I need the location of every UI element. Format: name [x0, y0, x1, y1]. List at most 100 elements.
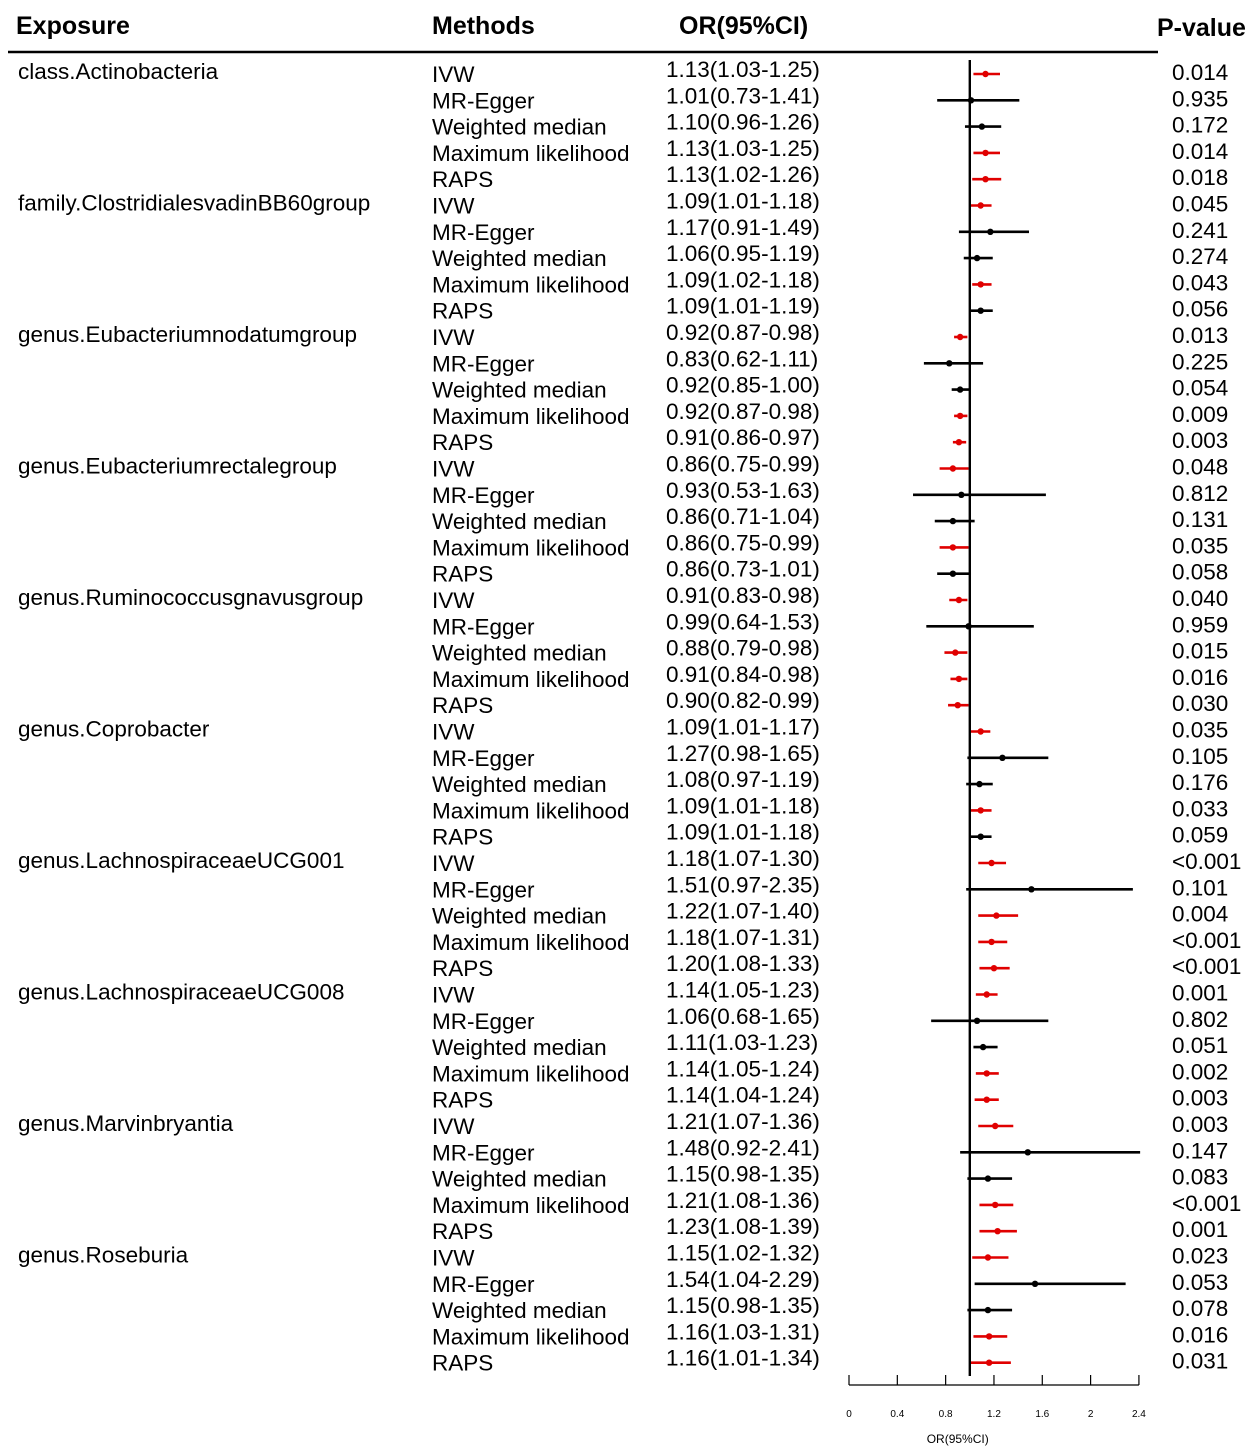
p-value-label: 0.003: [1172, 1086, 1228, 1111]
x-tick-label: 0.4: [890, 1409, 904, 1420]
p-value-label: 0.059: [1172, 823, 1228, 848]
p-value-label: 0.016: [1172, 665, 1228, 690]
p-value-label: 0.009: [1172, 402, 1228, 427]
or-ci-label: 1.06(0.95-1.19): [666, 241, 820, 266]
point-estimate: [973, 1017, 981, 1024]
point-estimate: [979, 1043, 987, 1051]
point-estimate: [984, 1254, 992, 1261]
or-ci-label: 0.86(0.75-0.99): [666, 452, 820, 477]
point-estimate: [991, 1201, 999, 1209]
method-label: MR-Egger: [432, 351, 535, 376]
p-value-label: 0.131: [1172, 507, 1228, 532]
point-estimate: [985, 1359, 993, 1366]
p-value-label: 0.147: [1172, 1138, 1228, 1163]
x-tick-label: 1.2: [987, 1409, 1001, 1420]
p-value-label: 0.031: [1172, 1349, 1228, 1374]
point-estimate: [983, 1070, 990, 1077]
method-label: Maximum likelihood: [432, 1193, 630, 1218]
exposure-label: genus.LachnospiraceaeUCG001: [18, 848, 344, 873]
point-estimate: [955, 675, 963, 683]
method-label: MR-Egger: [432, 88, 535, 113]
p-value-label: 0.003: [1172, 428, 1228, 453]
p-value-label: 0.959: [1172, 612, 1228, 637]
point-estimate: [956, 333, 964, 341]
x-tick-label: 0.8: [939, 1409, 953, 1420]
method-label: IVW: [432, 851, 475, 876]
p-value-label: 0.035: [1172, 718, 1228, 743]
point-estimate: [1028, 886, 1035, 893]
p-value-label: 0.030: [1172, 691, 1228, 716]
method-label: Weighted median: [432, 641, 607, 666]
method-label: IVW: [432, 720, 475, 745]
method-label: RAPS: [432, 299, 493, 324]
method-label: RAPS: [432, 430, 493, 455]
method-label: RAPS: [432, 956, 493, 981]
method-label: RAPS: [432, 562, 493, 587]
method-label: Weighted median: [432, 1035, 607, 1060]
method-label: IVW: [432, 1246, 475, 1271]
point-estimate: [977, 202, 984, 209]
exposure-label: genus.Roseburia: [18, 1243, 189, 1268]
method-label: Weighted median: [432, 246, 607, 271]
point-estimate: [1024, 1149, 1031, 1156]
or-ci-label: 1.09(1.01-1.19): [666, 294, 820, 319]
or-ci-label: 0.99(0.64-1.53): [666, 609, 820, 634]
header-methods: Methods: [432, 12, 535, 40]
p-value-label: 0.051: [1172, 1033, 1228, 1058]
point-estimate: [977, 833, 984, 840]
p-value-label: 0.241: [1172, 218, 1228, 243]
point-estimate: [956, 386, 964, 393]
method-label: MR-Egger: [432, 220, 535, 245]
or-ci-label: 1.21(1.07-1.36): [666, 1109, 820, 1134]
p-value-label: <0.001: [1172, 928, 1241, 953]
point-estimate: [985, 1333, 993, 1340]
or-ci-label: 0.91(0.83-0.98): [666, 583, 820, 608]
p-value-label: 0.015: [1172, 639, 1228, 664]
point-estimate: [991, 1122, 999, 1130]
or-ci-label: 1.22(1.07-1.40): [666, 899, 820, 924]
or-ci-label: 0.91(0.84-0.98): [666, 662, 820, 687]
point-estimate: [990, 965, 998, 972]
point-estimate: [983, 991, 990, 998]
or-ci-label: 0.86(0.73-1.01): [666, 557, 820, 582]
header-pvalue: P-value: [1157, 14, 1246, 42]
p-value-label: <0.001: [1172, 954, 1241, 979]
p-value-label: 0.013: [1172, 323, 1228, 348]
x-axis: 0 0.4 0.8 1.2 1.6 2 2.4 OR(95%CI): [846, 1375, 1146, 1446]
method-label: RAPS: [432, 1219, 493, 1244]
or-ci-label: 1.51(0.97-2.35): [666, 872, 820, 897]
method-label: IVW: [432, 588, 475, 613]
or-ci-label: 0.93(0.53-1.63): [666, 478, 820, 503]
or-ci-label: 1.09(1.02-1.18): [666, 267, 820, 292]
method-label: Maximum likelihood: [432, 141, 630, 166]
p-value-label: 0.023: [1172, 1244, 1228, 1269]
p-value-label: 0.016: [1172, 1322, 1228, 1347]
point-estimate: [958, 491, 965, 498]
or-ci-label: 1.13(1.03-1.25): [666, 57, 820, 82]
point-estimate: [984, 1306, 992, 1314]
point-estimate: [946, 360, 953, 367]
method-label: Maximum likelihood: [432, 1324, 630, 1349]
point-estimate: [949, 517, 957, 525]
p-value-label: 0.172: [1172, 113, 1228, 138]
exposure-label: genus.Marvinbryantia: [18, 1111, 234, 1136]
p-value-label: 0.058: [1172, 560, 1228, 585]
or-ci-label: 0.92(0.87-0.98): [666, 320, 820, 345]
p-value-label: 0.056: [1172, 297, 1228, 322]
p-value-label: 0.018: [1172, 165, 1228, 190]
p-value-label: 0.802: [1172, 1007, 1228, 1032]
p-value-label: <0.001: [1172, 1191, 1241, 1216]
exposure-label: genus.Eubacteriumnodatumgroup: [18, 322, 357, 347]
or-ci-label: 0.86(0.75-0.99): [666, 530, 820, 555]
point-estimate: [987, 228, 994, 235]
method-label: Maximum likelihood: [432, 798, 630, 823]
point-estimate: [954, 702, 961, 709]
method-label: MR-Egger: [432, 614, 535, 639]
x-tick-label: 2.4: [1132, 1409, 1146, 1420]
method-label: MR-Egger: [432, 1140, 535, 1165]
or-ci-label: 1.13(1.03-1.25): [666, 136, 820, 161]
method-label: MR-Egger: [432, 1272, 535, 1297]
or-ci-label: 1.09(1.01-1.18): [666, 189, 820, 214]
method-label: RAPS: [432, 167, 493, 192]
or-ci-label: 0.92(0.85-1.00): [666, 373, 820, 398]
